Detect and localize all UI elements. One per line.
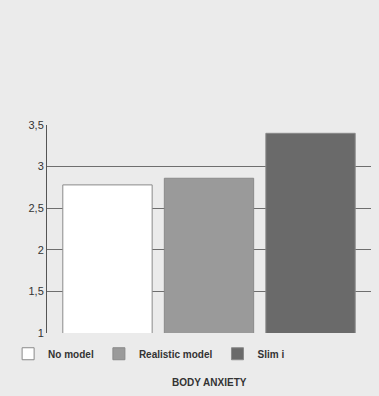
svg-text:Slim i: Slim i xyxy=(257,349,284,360)
svg-text:Realistic model: Realistic model xyxy=(139,349,213,360)
svg-text:2,5: 2,5 xyxy=(29,202,44,214)
svg-text:3: 3 xyxy=(38,160,44,172)
svg-text:1: 1 xyxy=(38,327,44,339)
svg-text:No model: No model xyxy=(48,349,94,360)
svg-text:BODY ANXIETY: BODY ANXIETY xyxy=(172,377,247,388)
svg-text:3,5: 3,5 xyxy=(29,119,44,131)
svg-text:2: 2 xyxy=(38,244,44,256)
svg-text:1,5: 1,5 xyxy=(29,285,44,297)
